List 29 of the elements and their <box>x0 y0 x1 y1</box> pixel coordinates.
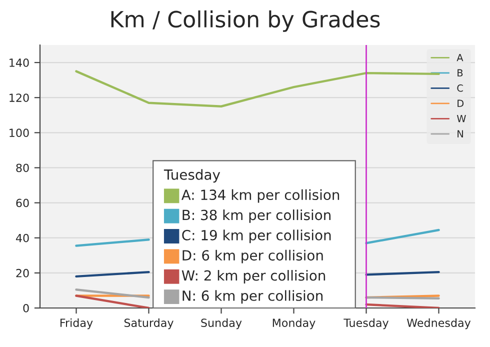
x-tick-label: Saturday <box>124 318 174 330</box>
annotation: B: 38 km per collision <box>182 209 330 223</box>
annotation: W: 2 km per collision <box>182 270 326 284</box>
legend-label: W <box>456 115 466 122</box>
legend-label: D <box>458 100 464 107</box>
annotation: C: 19 km per collision <box>182 230 331 244</box>
x-tick-label: Monday <box>272 318 316 330</box>
y-tick-label: 60 <box>16 198 29 208</box>
legend-label: A <box>456 54 464 62</box>
legend-label: C <box>457 84 463 92</box>
chart-title: Km / Collision by Grades <box>111 10 380 32</box>
legend-label: B <box>458 69 463 76</box>
annotation: N: 6 km per collision <box>182 290 323 304</box>
x-tick-label: Tuesday <box>344 318 389 330</box>
line-series <box>75 70 440 108</box>
y-tick-label: 140 <box>10 58 29 67</box>
y-tick-label: 120 <box>10 94 29 102</box>
y-tick-label: 20 <box>16 268 29 278</box>
x-tick-label: Friday <box>60 318 93 330</box>
annotation: A: 134 km per collision <box>181 189 340 203</box>
y-tick-label: 40 <box>16 234 29 242</box>
annotation: D: 6 km per collision <box>182 250 323 264</box>
x-tick-label: Wednesday <box>406 318 471 330</box>
y-tick-label: 80 <box>16 164 29 172</box>
y-tick-label: 0 <box>23 304 29 312</box>
y-tick-label: 100 <box>10 128 29 138</box>
x-tick-label: Sunday <box>201 318 242 330</box>
legend-label: N <box>458 130 463 138</box>
annotation: Tuesday <box>164 169 220 183</box>
